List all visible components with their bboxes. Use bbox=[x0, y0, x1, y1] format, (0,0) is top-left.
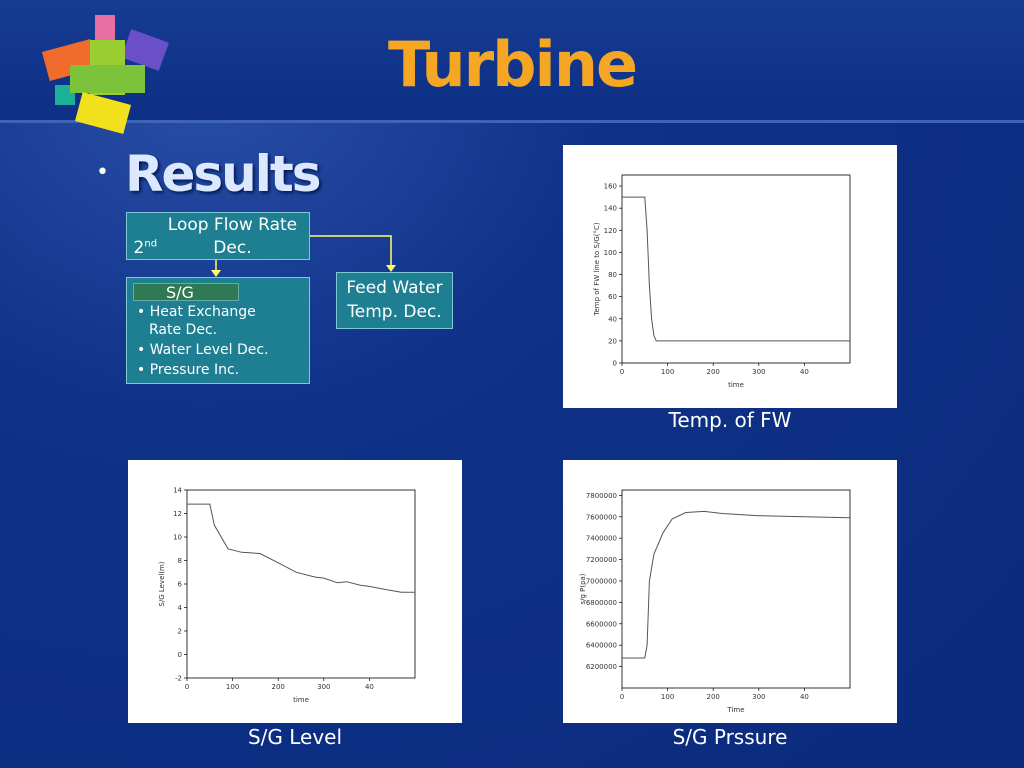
x-tick-label: 200 bbox=[707, 693, 720, 701]
box-item: Water Level Dec. bbox=[137, 341, 309, 359]
y-tick-label: 6600000 bbox=[586, 620, 617, 628]
x-tick-label: 100 bbox=[661, 693, 674, 701]
bullet-dot: • bbox=[96, 160, 109, 185]
bullet-text: Results bbox=[125, 145, 322, 203]
y-tick-label: 40 bbox=[608, 315, 617, 323]
x-tick-label: 300 bbox=[317, 683, 330, 691]
chart: 0 20 40 60 80 100 120 140 160 0 100 200 300 40 time Tem… bbox=[563, 145, 897, 408]
y-tick-label: 8 bbox=[178, 557, 182, 565]
x-tick-label: 40 bbox=[800, 368, 809, 376]
y-axis-label: s/g P(pa) bbox=[579, 573, 587, 604]
y-tick-label: 120 bbox=[604, 227, 617, 235]
x-tick-label: 0 bbox=[185, 683, 189, 691]
flow-box: S/G Heat Exchange Rate Dec. Water Level … bbox=[126, 277, 310, 384]
x-tick-label: 200 bbox=[707, 368, 720, 376]
y-tick-label: 7000000 bbox=[586, 577, 617, 585]
data-line bbox=[622, 510, 851, 659]
x-tick-label: 300 bbox=[752, 693, 765, 701]
x-tick-label: 100 bbox=[226, 683, 239, 691]
plot-frame bbox=[621, 174, 851, 364]
y-tick-label: 4 bbox=[178, 604, 183, 612]
y-tick-label: 100 bbox=[604, 249, 617, 257]
y-tick-label: 0 bbox=[613, 360, 617, 368]
y-tick-label: 80 bbox=[608, 271, 617, 279]
x-axis-label: time bbox=[293, 696, 309, 704]
y-tick-label: 10 bbox=[173, 534, 182, 542]
y-axis-label: S/G Level(m) bbox=[158, 561, 166, 606]
x-tick-label: 40 bbox=[800, 693, 809, 701]
y-tick-label: 6200000 bbox=[586, 663, 617, 671]
flow-box: 2nd Loop Flow Rate Dec. bbox=[126, 212, 310, 260]
plot-frame bbox=[621, 489, 851, 689]
chart-caption: Temp. of FW bbox=[668, 408, 792, 432]
x-tick-label: 300 bbox=[752, 368, 765, 376]
y-tick-label: 6400000 bbox=[586, 642, 617, 650]
x-axis-label: Time bbox=[726, 706, 744, 714]
box-list: Heat Exchange Rate Dec. Water Level Dec.… bbox=[127, 303, 309, 379]
chart: 6200000 6400000 6600000 6800000 7000000 72000… bbox=[563, 460, 897, 723]
y-tick-label: 2 bbox=[178, 628, 182, 636]
y-axis-label: Temp of FW line to S/G(°C) bbox=[593, 222, 601, 316]
box-text: Loop Flow Rate Dec. bbox=[167, 215, 298, 258]
y-tick-label: 14 bbox=[173, 487, 182, 495]
data-line bbox=[622, 196, 850, 342]
y-tick-label: 12 bbox=[173, 510, 182, 518]
title: Turbine bbox=[387, 28, 638, 101]
y-tick-label: 6800000 bbox=[586, 599, 617, 607]
header-band bbox=[0, 0, 1024, 123]
flow-box: Feed Water Temp. Dec. bbox=[336, 272, 453, 329]
y-tick-label: 160 bbox=[604, 183, 617, 191]
y-tick-label: 7600000 bbox=[586, 513, 617, 521]
logo bbox=[41, 15, 169, 134]
y-tick-label: 7200000 bbox=[586, 556, 617, 564]
x-tick-label: 200 bbox=[272, 683, 285, 691]
box-item: Heat Exchange Rate Dec. bbox=[137, 303, 269, 339]
y-tick-label: 20 bbox=[608, 337, 617, 345]
x-tick-label: 40 bbox=[365, 683, 374, 691]
box-text: 2 bbox=[133, 238, 145, 258]
y-tick-label: -2 bbox=[175, 675, 182, 683]
y-tick-label: 7400000 bbox=[586, 535, 617, 543]
x-tick-label: 0 bbox=[620, 693, 624, 701]
y-tick-label: 140 bbox=[604, 205, 617, 213]
y-tick-label: 7800000 bbox=[586, 492, 617, 500]
box-heading: S/G bbox=[133, 283, 239, 302]
plot-frame bbox=[186, 489, 416, 679]
x-tick-label: 100 bbox=[661, 368, 674, 376]
y-tick-label: 6 bbox=[178, 581, 183, 589]
box-item: Pressure Inc. bbox=[137, 361, 309, 379]
box-text: nd bbox=[144, 238, 158, 250]
y-tick-label: 60 bbox=[608, 293, 617, 301]
chart-caption: S/G Prssure bbox=[672, 725, 788, 749]
chart-caption: S/G Level bbox=[247, 725, 343, 749]
x-tick-label: 0 bbox=[620, 368, 624, 376]
data-line bbox=[187, 503, 415, 593]
y-tick-label: 0 bbox=[178, 651, 182, 659]
x-axis-label: time bbox=[728, 381, 744, 389]
